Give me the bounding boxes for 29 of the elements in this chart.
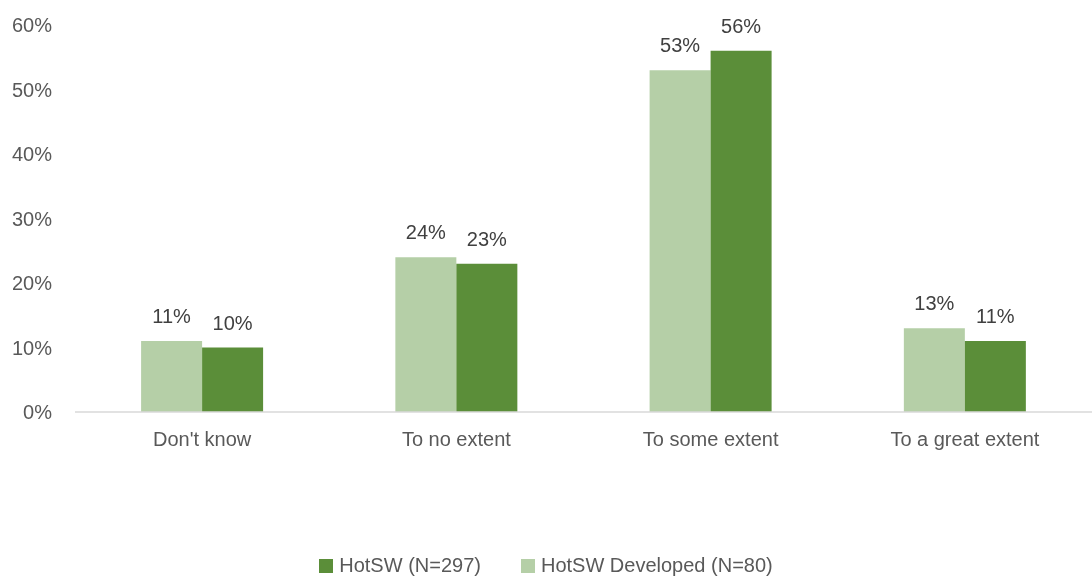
data-label: 11% [152, 305, 192, 328]
data-label: 53% [660, 34, 701, 57]
y-tick-label: 40% [11, 143, 53, 166]
data-label: 56% [721, 14, 762, 37]
y-tick-label: 0% [23, 401, 53, 424]
y-tick-label: 10% [11, 336, 53, 359]
bar [141, 341, 203, 412]
data-label: 11% [976, 305, 1015, 328]
legend-label: HotSW (N=297) [339, 554, 481, 577]
y-tick-label: 50% [11, 78, 53, 101]
data-label: 13% [914, 292, 955, 315]
data-label: 10% [212, 311, 253, 334]
y-tick-label: 30% [11, 207, 53, 230]
y-tick-label: 20% [11, 272, 53, 295]
bar [903, 328, 965, 412]
y-tick-label: 60% [11, 14, 53, 37]
x-tick-label: Don't know [152, 428, 252, 451]
bar [202, 347, 264, 412]
data-label: 24% [405, 221, 447, 244]
bar [964, 341, 1026, 412]
x-tick-label: To a great extent [890, 428, 1040, 451]
bar [710, 50, 772, 412]
x-tick-label: To no extent [401, 428, 512, 451]
legend-label: HotSW Developed (N=80) [540, 554, 773, 577]
bar [456, 263, 518, 412]
data-label: 23% [466, 227, 508, 250]
x-tick-label: To some extent [642, 428, 779, 451]
bar [395, 257, 457, 412]
bar [649, 70, 711, 412]
